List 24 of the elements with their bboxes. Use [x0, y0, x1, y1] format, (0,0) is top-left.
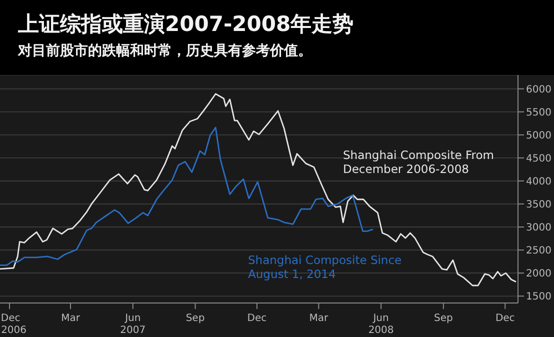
x-tick-label: Sep	[434, 313, 453, 324]
x-tick-label: Sep	[186, 313, 205, 324]
y-tick-label: 2000	[526, 268, 552, 280]
y-tick-label: 5000	[526, 130, 552, 142]
y-tick-label: 4500	[526, 153, 552, 164]
y-tick-label: 2500	[526, 246, 552, 257]
y-tick-label: 5500	[526, 107, 552, 118]
text: Shanghai Composite Since August 1, 2014	[248, 253, 403, 281]
chart-title: 上证综指或重演2007-2008年走势	[18, 11, 354, 38]
y-tick-label: 3500	[526, 200, 552, 211]
x-tick-label: Dec	[495, 313, 515, 324]
y-tick-label: 3000	[526, 222, 552, 234]
y-tick-label: 6000	[526, 84, 552, 96]
y-tick-label: 4000	[526, 176, 552, 188]
x-tick-label: Jun 2008	[368, 313, 394, 336]
line-series	[0, 93, 517, 286]
x-tick-label: Dec 2006	[0, 313, 27, 336]
y-tick-label: 1500	[526, 292, 552, 303]
x-tick-label: Jun 2007	[120, 313, 146, 336]
x-tick-label: Mar	[309, 313, 329, 324]
series-label: Shanghai Composite From December 2006-2008	[343, 148, 495, 176]
chart-subtitle: 对目前股市的跌幅和时常，历史具有参考价值。	[18, 42, 312, 60]
x-tick-label: Mar	[61, 313, 81, 324]
x-tick-label: Dec	[247, 313, 267, 324]
